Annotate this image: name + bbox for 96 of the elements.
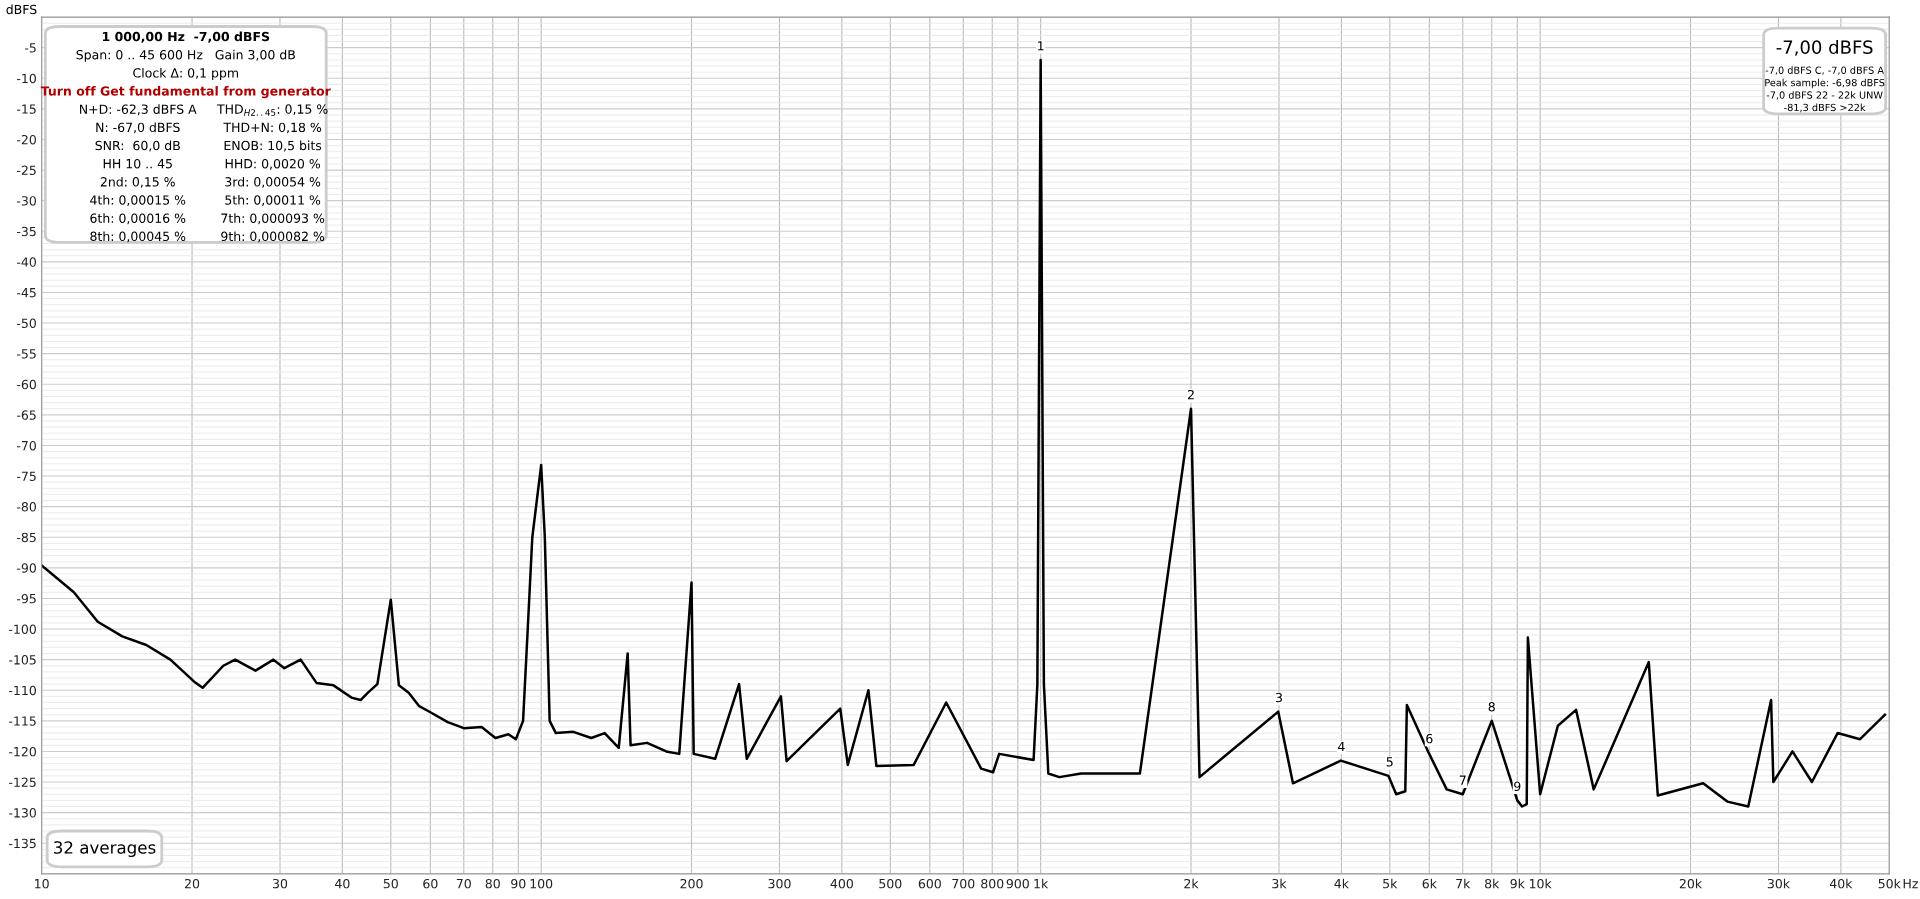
y-tick-label: -5: [24, 43, 36, 53]
annotation: Clock Δ: 0,1 ppm: [133, 67, 238, 81]
x-tick-label: 1k: [1034, 878, 1049, 889]
x-tick-label: 70: [456, 878, 471, 889]
y-tick-label: -40: [17, 257, 36, 267]
annotation: -7,0 dBFS 22 - 22k UNW: [1766, 91, 1883, 100]
x-tick-label: 700: [952, 878, 975, 889]
x-tick-label: 2k: [1184, 878, 1199, 889]
x-tick-label: 900: [1006, 878, 1029, 889]
annotation: THD+N: 0,18 %: [223, 122, 322, 134]
annotation: 6: [1426, 733, 1433, 744]
annotation: 3rd: 0,00054 %: [225, 176, 321, 188]
annotation: 8: [1488, 702, 1495, 712]
y-tick-label: -20: [17, 134, 36, 145]
y-tick-label: -130: [9, 808, 36, 818]
x-tick-label: 10: [35, 878, 49, 889]
y-tick-label: -75: [17, 471, 36, 481]
y-axis-title: dBFS: [6, 4, 37, 15]
x-tick-label: 10k: [1529, 878, 1552, 889]
annotation: 5: [1386, 757, 1393, 767]
y-tick-label: -65: [17, 410, 36, 420]
annotation: HHD: 0,0020 %: [225, 158, 321, 170]
y-tick-label: -90: [17, 563, 36, 573]
x-axis-title: Hz: [1903, 879, 1918, 889]
y-tick-label: -110: [9, 685, 36, 696]
annotation: 5th: 0,00011 %: [225, 195, 321, 207]
x-tick-label: 6k: [1422, 878, 1437, 889]
y-tick-label: -15: [17, 104, 36, 114]
annotation: 8th: 0,00045 %: [90, 231, 186, 243]
annotation: 9th: 0,000082 %: [221, 231, 325, 243]
x-tick-label: 40k: [1829, 878, 1853, 889]
annotation: Turn off Get fundamental from generator: [40, 86, 331, 99]
x-tick-label: 8k: [1484, 878, 1500, 889]
annotation: 2: [1187, 389, 1194, 400]
y-tick-label: -45: [17, 288, 36, 298]
y-tick-label: -85: [17, 532, 36, 543]
x-tick-label: 50k: [1878, 878, 1901, 889]
y-tick-label: -25: [17, 165, 36, 175]
x-tick-label: 30: [272, 878, 288, 889]
x-tick-label: 500: [879, 878, 902, 889]
annotation: 2nd: 0,15 %: [100, 176, 175, 188]
x-tick-label: 40: [335, 878, 350, 889]
x-tick-label: 600: [918, 878, 941, 889]
annotation: 1 000,00 Hz -7,00 dBFS: [102, 31, 270, 43]
y-tick-label: -60: [17, 379, 36, 390]
y-tick-label: -105: [9, 655, 36, 665]
y-tick-label: -80: [17, 502, 36, 512]
x-tick-label: 50: [383, 878, 398, 889]
annotation: 4th: 0,00015 %: [90, 195, 186, 207]
annotation: -7,00 dBFS: [1776, 40, 1873, 56]
x-tick-label: 5k: [1383, 878, 1398, 889]
y-tick-label: -125: [9, 777, 36, 787]
x-tick-label: 30k: [1767, 878, 1790, 889]
annotation: 4: [1338, 741, 1345, 752]
annotation: 3: [1275, 692, 1282, 703]
x-tick-label: 20: [184, 878, 200, 889]
y-tick-label: -50: [17, 318, 36, 328]
x-tick-label: 4k: [1334, 878, 1349, 889]
y-tick-label: -35: [17, 226, 36, 237]
annotation: 7: [1459, 775, 1466, 785]
annotation: SNR: 60,0 dB: [95, 140, 180, 152]
annotation: 32 averages: [54, 841, 156, 858]
annotation: N: -67,0 dBFS: [96, 122, 180, 134]
y-tick-label: -115: [9, 716, 36, 726]
x-tick-label: 300: [768, 878, 791, 889]
annotation: -7,0 dBFS C, -7,0 dBFS A: [1765, 66, 1884, 75]
x-tick-label: 400: [830, 878, 853, 889]
y-tick-label: -30: [17, 196, 36, 206]
x-tick-label: 80: [485, 878, 500, 889]
annotation: 1: [1038, 41, 1044, 51]
x-tick-label: 90: [511, 878, 526, 889]
y-tick-label: -55: [17, 349, 36, 359]
annotation: -81,3 dBFS >22k: [1784, 103, 1866, 113]
y-tick-label: -100: [9, 624, 36, 634]
y-tick-label: -95: [17, 593, 36, 604]
annotation: HH 10 .. 45: [103, 158, 172, 169]
annotation: 7th: 0,000093 %: [221, 213, 325, 225]
y-tick-label: -70: [17, 440, 36, 451]
annotation: 9: [1514, 781, 1521, 792]
annotation: N+D: -62,3 dBFS A: [80, 104, 197, 116]
annotation: THD$_{H2..45}$: 0,15 %: [216, 104, 328, 116]
x-tick-label: 100: [530, 878, 553, 889]
annotation: ENOB: 10,5 bits: [224, 140, 322, 152]
annotation: Span: 0 .. 45 600 Hz Gain 3,00 dB: [76, 49, 295, 62]
x-tick-label: 60: [423, 878, 438, 889]
x-tick-label: 3k: [1272, 878, 1287, 889]
x-tick-label: 200: [680, 878, 703, 889]
x-tick-label: 800: [981, 878, 1004, 889]
annotation: Peak sample: -6,98 dBFS: [1765, 78, 1885, 89]
x-tick-label: 9k: [1510, 878, 1525, 889]
annotation: 6th: 0,00016 %: [90, 213, 186, 225]
y-tick-label: -10: [17, 73, 36, 84]
y-tick-label: -120: [9, 746, 36, 757]
y-tick-label: -135: [9, 838, 36, 849]
x-tick-label: 7k: [1456, 878, 1471, 889]
x-tick-label: 20k: [1679, 878, 1703, 889]
